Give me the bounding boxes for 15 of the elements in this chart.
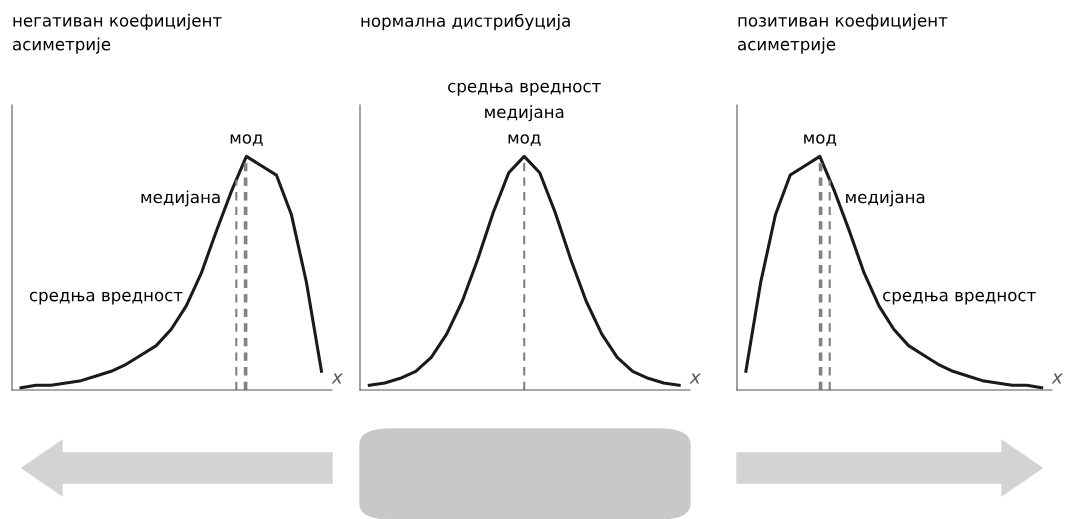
annotation: медијана bbox=[846, 190, 925, 207]
x-axis-title: x bbox=[331, 373, 343, 384]
text: мод bbox=[804, 134, 837, 146]
text: медијана bbox=[485, 105, 564, 122]
chart-title: нормална дистрибуција bbox=[361, 13, 570, 31]
text: мод bbox=[508, 134, 541, 146]
annotation: средња вредност bbox=[883, 291, 1036, 305]
text: мод bbox=[230, 134, 263, 146]
text: средња вредност bbox=[448, 82, 601, 96]
chart-title: негативан коефицијент асиметрије bbox=[13, 13, 222, 54]
annotation: средња вредност bbox=[29, 291, 183, 305]
x-axis-title: x bbox=[1051, 373, 1063, 384]
chart-title: позитиван коефицијент асиметрије bbox=[738, 13, 948, 54]
x-axis-title: x bbox=[689, 373, 701, 384]
annotation: медијана bbox=[141, 190, 220, 207]
